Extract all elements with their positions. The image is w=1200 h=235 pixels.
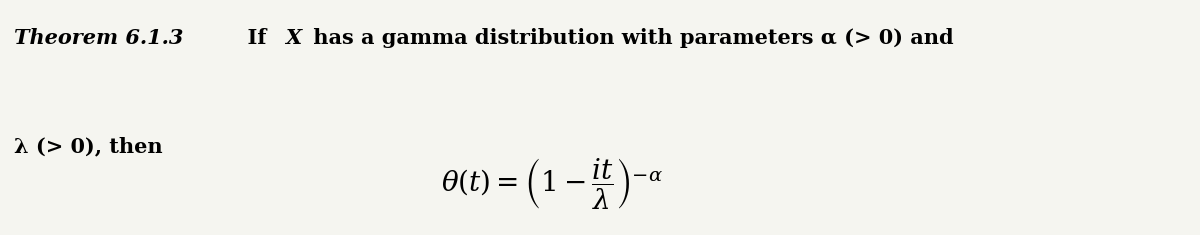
Text: If: If xyxy=(233,28,274,48)
Text: Theorem 6.1.3: Theorem 6.1.3 xyxy=(14,28,184,48)
Text: λ (> 0), then: λ (> 0), then xyxy=(14,136,163,156)
Text: has a gamma distribution with parameters α (> 0) and: has a gamma distribution with parameters… xyxy=(306,28,954,48)
Text: $\theta(t) = \left(1 - \dfrac{it}{\lambda}\right)^{-\alpha}$: $\theta(t) = \left(1 - \dfrac{it}{\lambd… xyxy=(440,156,664,211)
Text: X: X xyxy=(286,28,301,48)
